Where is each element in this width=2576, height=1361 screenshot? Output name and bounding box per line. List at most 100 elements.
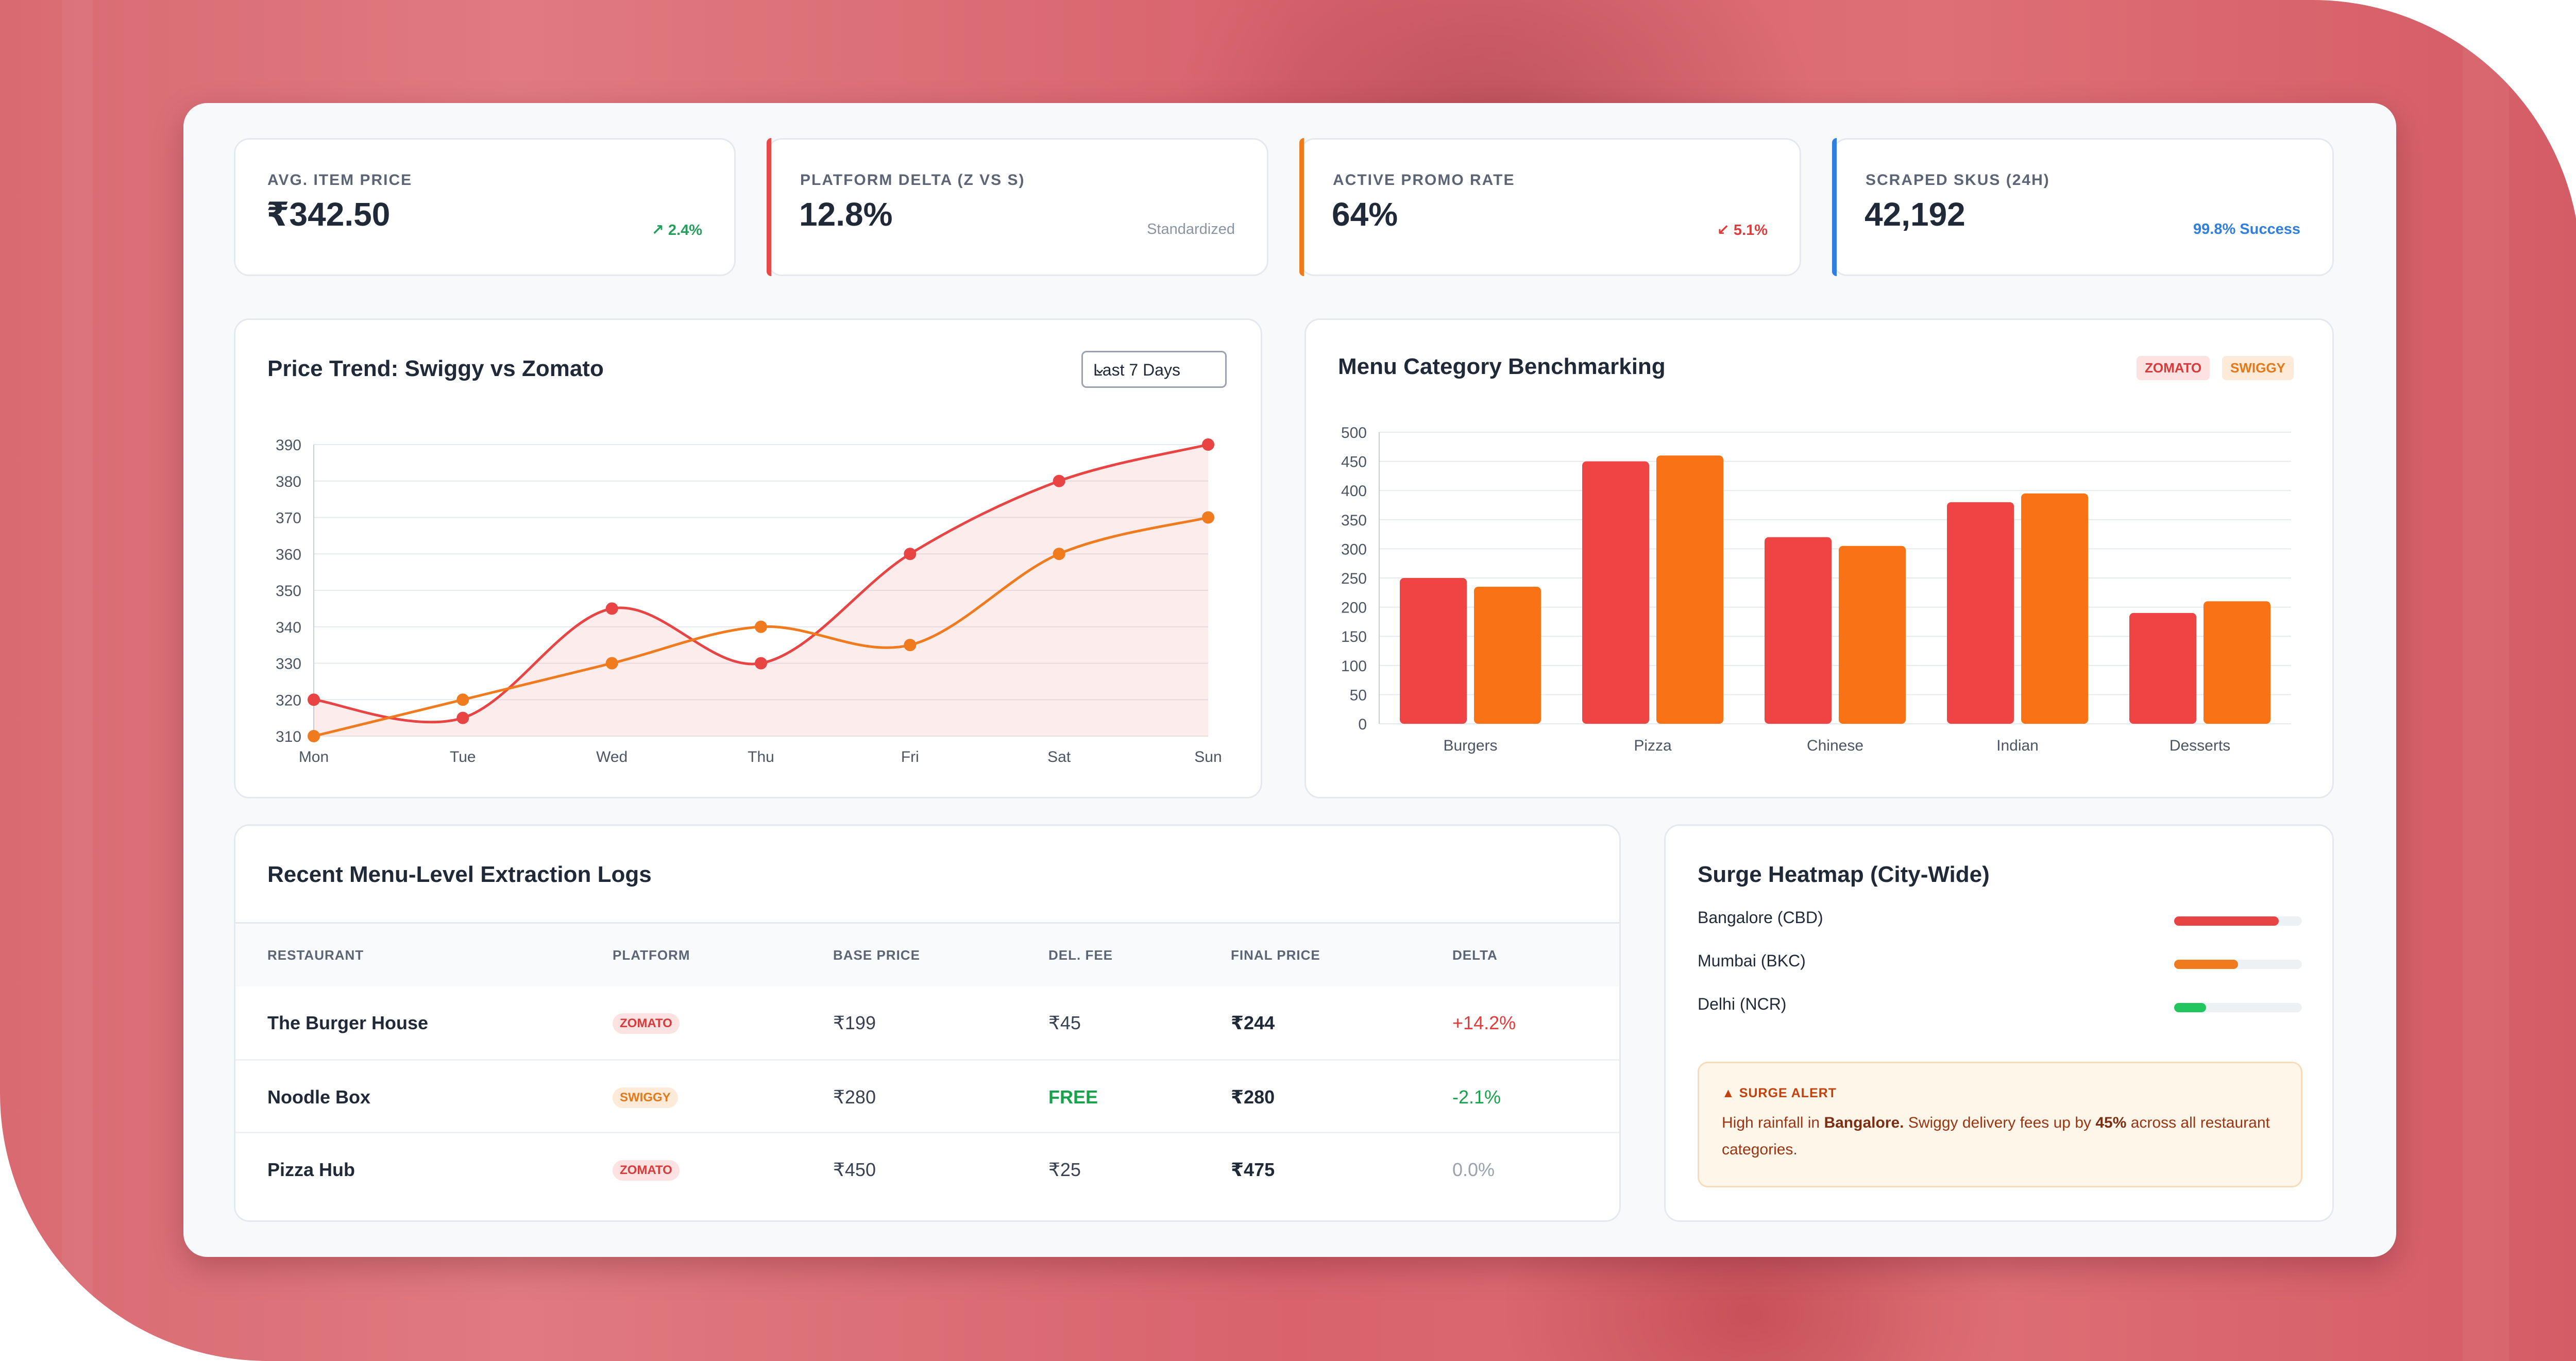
date-range-select[interactable]: Last 7 Days ⌄ <box>1081 351 1227 388</box>
warning-icon: ▲ <box>1722 1086 1735 1100</box>
col-del-fee: DEL. FEE <box>1048 947 1113 963</box>
surge-bar-fill <box>2174 960 2238 969</box>
x-tick-label: Fri <box>901 748 919 765</box>
city-label: Delhi (NCR) <box>1698 995 1787 1013</box>
data-point <box>605 602 618 615</box>
x-tick-label: Pizza <box>1634 737 1672 754</box>
kpi-trend-down: ↙ 5.1% <box>1717 222 1768 239</box>
card-title: Menu Category Benchmarking <box>1338 354 1666 379</box>
base-price: ₹450 <box>833 1159 876 1180</box>
y-tick-label: 350 <box>1341 512 1367 529</box>
restaurant-name: Noodle Box <box>267 1086 371 1108</box>
x-tick-label: Tue <box>450 748 476 765</box>
kpi-card-avg-price: AVG. ITEM PRICE ₹342.50 ↗ 2.4% <box>234 138 736 276</box>
x-tick-label: Sat <box>1047 748 1071 765</box>
y-tick-label: 390 <box>276 437 301 454</box>
legend-swiggy: SWIGGY <box>2222 356 2294 380</box>
bar-swiggy <box>2204 601 2270 724</box>
alert-text: High rainfall in Bangalore. Swiggy deliv… <box>1722 1114 2270 1158</box>
card-title: Price Trend: Swiggy vs Zomato <box>267 356 604 381</box>
kpi-success-rate: 99.8% Success <box>2193 221 2300 237</box>
delta-value: +14.2% <box>1452 1012 1516 1033</box>
data-point <box>1053 548 1065 560</box>
x-tick-label: Thu <box>748 748 774 765</box>
surge-alert: ▲ SURGE ALERT High rainfall in Bangalore… <box>1698 1062 2302 1187</box>
x-tick-label: Desserts <box>2170 737 2230 754</box>
legend-zomato: ZOMATO <box>2137 356 2210 380</box>
data-point <box>904 548 917 560</box>
alert-title-text: SURGE ALERT <box>1739 1086 1837 1100</box>
table-row[interactable]: Pizza Hub ZOMATO ₹450 ₹25 ₹475 0.0% <box>235 1132 1619 1206</box>
kpi-card-promo-rate: ACTIVE PROMO RATE 64% ↙ 5.1% <box>1299 138 1801 276</box>
y-tick-label: 400 <box>1341 483 1367 500</box>
y-tick-label: 370 <box>276 510 301 527</box>
bar-swiggy <box>1839 546 1906 724</box>
y-tick-label: 50 <box>1350 687 1367 704</box>
data-point <box>605 657 618 670</box>
table-header <box>235 922 1619 988</box>
data-point <box>904 639 917 652</box>
y-tick-label: 250 <box>1341 570 1367 587</box>
x-tick-label: Indian <box>1996 737 2039 754</box>
delta-value: -2.1% <box>1452 1086 1501 1108</box>
surge-bar-track <box>2174 916 2302 926</box>
city-label: Bangalore (CBD) <box>1698 908 1823 927</box>
surge-bar-fill <box>2174 1003 2206 1012</box>
kpi-trend-up: ↗ 2.4% <box>651 222 702 239</box>
y-tick-label: 150 <box>1341 628 1367 645</box>
bar-swiggy <box>2021 493 2088 724</box>
col-base-price: BASE PRICE <box>833 947 920 963</box>
col-platform: PLATFORM <box>613 947 690 963</box>
platform-badge: ZOMATO <box>613 1160 680 1181</box>
kpi-label: AVG. ITEM PRICE <box>267 172 413 189</box>
chevron-down-icon: ⌄ <box>1093 360 1107 377</box>
bar-zomato <box>1400 578 1467 724</box>
data-point <box>755 620 767 633</box>
x-tick-label: Sun <box>1194 748 1222 765</box>
y-tick-label: 300 <box>1341 541 1367 558</box>
dashboard-panel: AVG. ITEM PRICE ₹342.50 ↗ 2.4% PLATFORM … <box>183 103 2396 1257</box>
x-tick-label: Chinese <box>1807 737 1863 754</box>
final-price: ₹280 <box>1231 1086 1275 1108</box>
kpi-card-platform-delta: PLATFORM DELTA (Z VS S) 12.8% Standardiz… <box>767 138 1268 276</box>
x-tick-label: Mon <box>299 748 329 765</box>
platform-badge: SWIGGY <box>613 1087 678 1108</box>
col-restaurant: RESTAURANT <box>267 947 364 963</box>
y-tick-label: 320 <box>276 692 301 709</box>
x-tick-label: Burgers <box>1443 737 1497 754</box>
category-benchmark-card: Menu Category Benchmarking ZOMATO SWIGGY… <box>1304 318 2334 798</box>
table-row[interactable]: The Burger House ZOMATO ₹199 ₹45 ₹244 +1… <box>235 986 1619 1059</box>
base-price: ₹199 <box>833 1012 876 1033</box>
col-delta: DELTA <box>1452 947 1498 963</box>
category-bar-chart: 0 50 100 150 200 250 300 350 400 450 500 Burgers Piz… <box>1341 424 2291 754</box>
kpi-value: 12.8% <box>799 196 893 233</box>
platform-badge: ZOMATO <box>613 1013 680 1034</box>
surge-bar-track <box>2174 1003 2302 1012</box>
bar-zomato <box>1765 537 1832 724</box>
kpi-value: 64% <box>1332 196 1398 233</box>
price-trend-card: Price Trend: Swiggy vs Zomato Last 7 Day… <box>234 318 1262 798</box>
surge-bar-track <box>2174 960 2302 969</box>
kpi-label: PLATFORM DELTA (Z VS S) <box>800 172 1025 189</box>
data-point <box>308 693 320 706</box>
y-tick-label: 350 <box>276 583 301 600</box>
y-tick-label: 340 <box>276 619 301 636</box>
data-point <box>755 657 767 670</box>
bar-swiggy <box>1474 586 1541 724</box>
card-title: Recent Menu-Level Extraction Logs <box>267 862 652 887</box>
card-title: Surge Heatmap (City-Wide) <box>1698 862 1990 887</box>
bar-zomato <box>1947 502 2014 724</box>
accent-bar <box>1299 138 1304 276</box>
extraction-logs-card: Recent Menu-Level Extraction Logs RESTAU… <box>234 824 1621 1222</box>
delivery-fee: FREE <box>1048 1086 1098 1108</box>
table-row[interactable]: Noodle Box SWIGGY ₹280 FREE ₹280 -2.1% <box>235 1059 1619 1133</box>
data-point <box>456 711 469 724</box>
restaurant-name: The Burger House <box>267 1012 429 1033</box>
price-trend-chart: 310 320 330 340 350 360 370 380 390 Mon Tue Wed Thu F… <box>276 437 1222 765</box>
y-tick-label: 330 <box>276 656 301 673</box>
data-point <box>1053 474 1065 487</box>
y-tick-label: 310 <box>276 728 301 745</box>
restaurant-name: Pizza Hub <box>267 1159 355 1180</box>
delivery-fee: ₹45 <box>1048 1012 1081 1033</box>
base-price: ₹280 <box>833 1086 876 1108</box>
